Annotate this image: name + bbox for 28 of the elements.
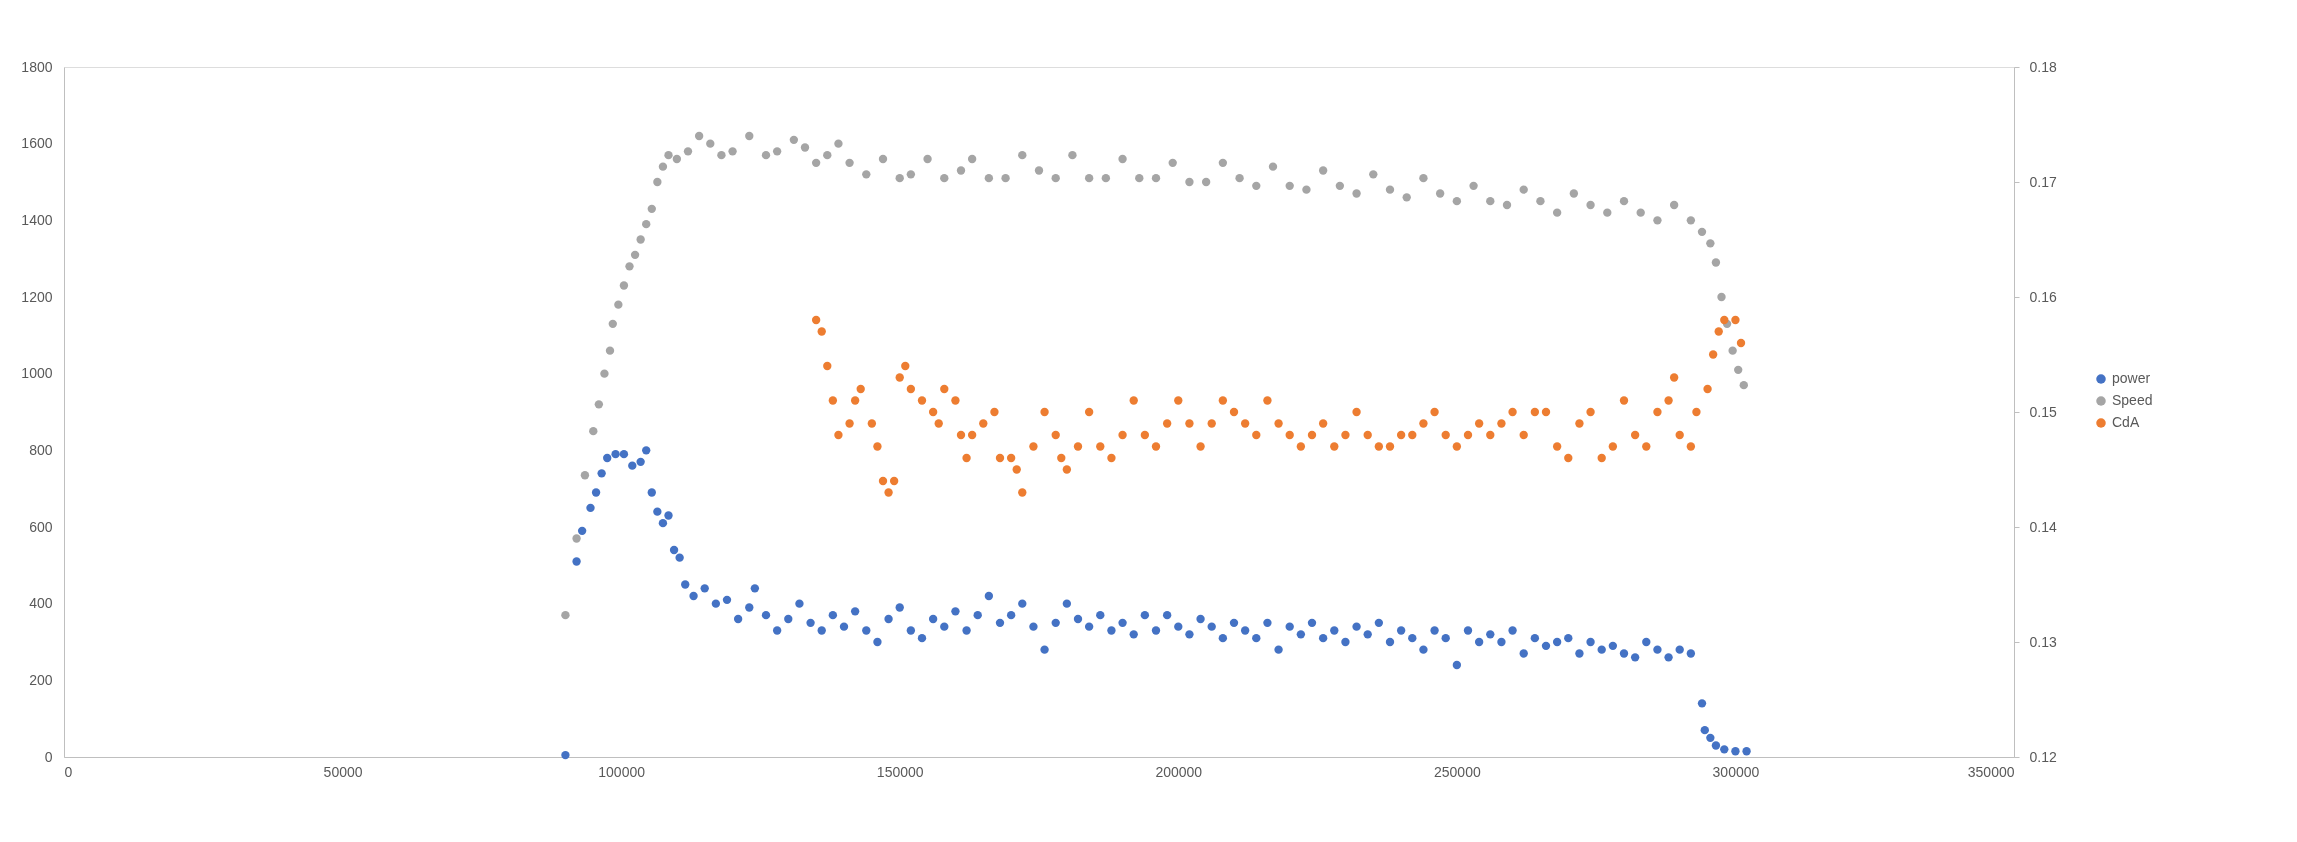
y2-tick-label: 0.14 <box>2029 518 2057 535</box>
legend-label: power <box>2112 370 2151 386</box>
y-tick-label: 1200 <box>21 288 53 305</box>
y-tick-label: 1000 <box>21 365 53 382</box>
y-tick-label: 1800 <box>21 58 53 75</box>
x-tick-label: 350000 <box>1967 763 2015 780</box>
legend-label: CdA <box>2112 414 2140 430</box>
y2-tick-label: 0.12 <box>2029 748 2057 765</box>
y-tick-label: 1400 <box>21 211 53 228</box>
x-tick-label: 150000 <box>876 763 924 780</box>
x-tick-label: 50000 <box>323 763 363 780</box>
y2-tick-label: 0.13 <box>2029 633 2057 650</box>
x-tick-label: 300000 <box>1712 763 1760 780</box>
y-tick-label: 1600 <box>21 135 53 152</box>
y-tick-label: 400 <box>29 595 53 612</box>
y-tick-label: 800 <box>29 441 53 458</box>
y-tick-label: 0 <box>44 748 53 765</box>
legend-label: Speed <box>2112 392 2153 408</box>
y2-tick-label: 0.16 <box>2029 288 2057 305</box>
y2-tick-label: 0.18 <box>2029 58 2057 75</box>
y-tick-label: 600 <box>29 518 53 535</box>
y2-tick-label: 0.15 <box>2029 403 2057 420</box>
x-tick-label: 0 <box>64 763 73 780</box>
y2-tick-label: 0.17 <box>2029 173 2057 190</box>
x-tick-label: 250000 <box>1434 763 1481 780</box>
x-tick-label: 100000 <box>598 763 646 780</box>
y-tick-label: 200 <box>29 671 53 688</box>
x-tick-label: 200000 <box>1155 763 1203 780</box>
